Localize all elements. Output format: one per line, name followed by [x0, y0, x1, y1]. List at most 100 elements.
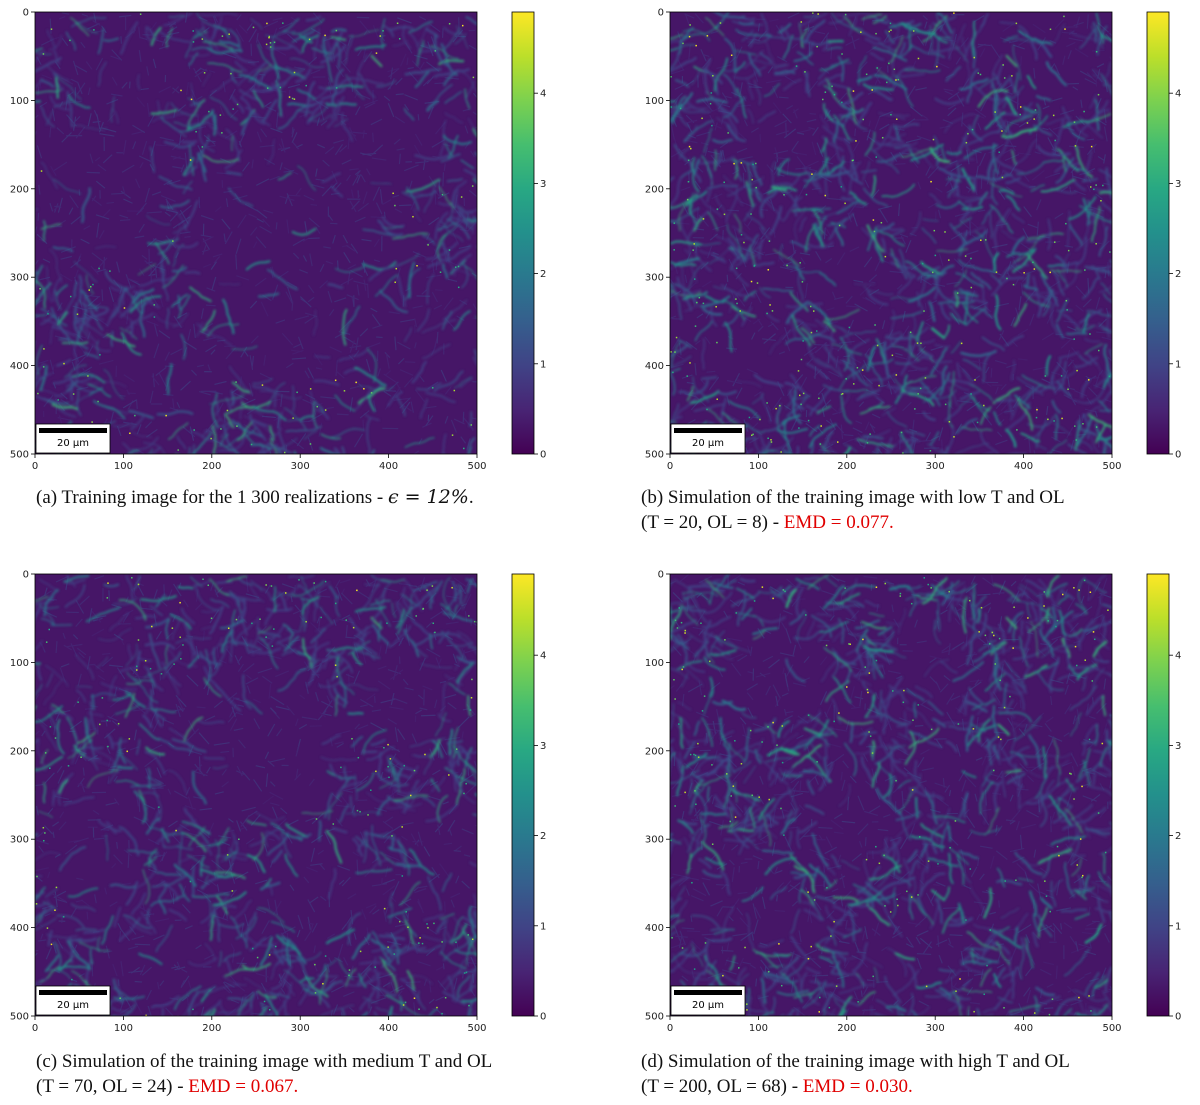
x-tick-label: 0 [667, 1023, 673, 1034]
y-tick-label: 200 [645, 746, 664, 757]
heatmap-walls [670, 12, 1112, 454]
y-tick-label: 100 [10, 658, 29, 669]
plot-frame [669, 11, 1113, 455]
x-tick-label: 100 [749, 461, 768, 472]
y-tick-label: 0 [658, 8, 664, 19]
heatmap-speckles [670, 577, 1109, 1016]
x-tick-label: 500 [1102, 461, 1121, 472]
x-tick-label: 300 [926, 1023, 945, 1034]
y-tick-label: 200 [645, 184, 664, 195]
y-tick-label: 0 [23, 570, 29, 581]
heatmap-background [35, 12, 477, 454]
colorbar-tick-label: 4 [540, 89, 546, 100]
y-tick-label: 500 [10, 450, 29, 461]
colorbar-tick-label: 1 [1175, 921, 1181, 932]
y-tick-label: 500 [645, 1012, 664, 1023]
caption-c-line2: (T = 70, OL = 24) - [36, 1076, 189, 1097]
colorbar-tick-label: 3 [1175, 179, 1181, 190]
colorbar-tick-label: 2 [1175, 269, 1181, 280]
x-tick-label: 100 [749, 1023, 768, 1034]
scale-bar: 20 µm [670, 423, 746, 454]
panel-c: 0 100 200 300 400 500 0 100 200 300 400 500 20 µm 0 1 2… [0, 562, 600, 1105]
x-tick-label: 200 [202, 1023, 221, 1034]
colorbar-tick-label: 2 [1175, 831, 1181, 842]
x-tick-label: 300 [291, 1023, 310, 1034]
heatmap-background [670, 12, 1112, 454]
caption-c-emd: EMD = 0.067. [188, 1076, 299, 1097]
scale-bar-label: 20 µm [57, 438, 89, 449]
x-tick-label: 500 [1102, 1023, 1121, 1034]
caption-d: (d) Simulation of the training image wit… [641, 1049, 1070, 1099]
scale-bar: 20 µm [35, 423, 111, 454]
colorbar-tick-label: 0 [1175, 1012, 1181, 1023]
heatmap-structure [670, 574, 1112, 1016]
plot-frame [669, 573, 1113, 1017]
caption-a-math: ϵ = 12% [387, 486, 469, 508]
heatmap-walls [35, 12, 477, 454]
y-tick-label: 300 [645, 273, 664, 284]
y-tick-label: 500 [645, 450, 664, 461]
scale-bar-label: 20 µm [692, 438, 724, 449]
colorbar-tick-label: 1 [1175, 359, 1181, 370]
y-tick-label: 0 [23, 8, 29, 19]
heatmap-structure [670, 12, 1112, 454]
heatmap-speckles [35, 576, 477, 1016]
caption-b-line1: (b) Simulation of the training image wit… [641, 487, 1065, 508]
x-tick-label: 200 [202, 461, 221, 472]
caption-b-emd: EMD = 0.077. [783, 512, 894, 533]
caption-b: (b) Simulation of the training image wit… [641, 485, 1065, 535]
x-tick-label: 500 [467, 1023, 486, 1034]
colorbar-tick-label: 4 [1175, 651, 1181, 662]
x-tick-label: 100 [114, 1023, 133, 1034]
caption-b-line2: (T = 20, OL = 8) - [641, 512, 784, 533]
colorbar-tick-label: 3 [540, 179, 546, 190]
x-tick-label: 400 [379, 1023, 398, 1034]
panel-a: 0 100 200 300 400 500 0 100 200 300 400 500 20 µm 0 1 2… [0, 0, 600, 545]
scale-bar: 20 µm [35, 985, 111, 1016]
heatmap-texture [670, 12, 1112, 454]
x-tick-label: 500 [467, 461, 486, 472]
caption-a-suffix: . [468, 487, 474, 508]
x-tick-label: 0 [32, 461, 38, 472]
y-tick-label: 100 [645, 96, 664, 107]
caption-c: (c) Simulation of the training image wit… [36, 1049, 492, 1099]
caption-a: (a) Training image for the 1 300 realiza… [36, 485, 474, 510]
y-tick-label: 400 [10, 361, 29, 372]
scale-bar-line [39, 428, 107, 433]
heatmap-structure [35, 574, 477, 1016]
caption-a-prefix: (a) Training image for the 1 300 realiza… [36, 487, 388, 508]
colorbar-tick-label: 4 [1175, 89, 1181, 100]
x-tick-label: 300 [291, 461, 310, 472]
colorbar [1146, 11, 1170, 455]
y-tick-label: 300 [645, 835, 664, 846]
colorbar [1146, 573, 1170, 1017]
scale-bar-label: 20 µm [57, 1000, 89, 1011]
scale-bar-line [674, 990, 742, 995]
y-tick-label: 400 [645, 361, 664, 372]
caption-d-emd: EMD = 0.030. [802, 1076, 913, 1097]
x-tick-label: 300 [926, 461, 945, 472]
heatmap-texture [35, 575, 477, 1016]
y-tick-label: 100 [10, 96, 29, 107]
scale-bar: 20 µm [670, 985, 746, 1016]
x-tick-label: 200 [837, 461, 856, 472]
scale-bar-label: 20 µm [692, 1000, 724, 1011]
x-tick-label: 0 [667, 461, 673, 472]
plot-frame [34, 11, 478, 455]
colorbar-tick-label: 2 [540, 269, 546, 280]
y-tick-label: 100 [645, 658, 664, 669]
y-tick-label: 200 [10, 746, 29, 757]
colorbar-tick-label: 2 [540, 831, 546, 842]
x-tick-label: 400 [379, 461, 398, 472]
colorbar-tick-label: 3 [540, 741, 546, 752]
colorbar-tick-label: 3 [1175, 741, 1181, 752]
colorbar-tick-label: 4 [540, 651, 546, 662]
colorbar-tick-label: 1 [540, 921, 546, 932]
plot-frame [34, 573, 478, 1017]
scale-bar-line [674, 428, 742, 433]
y-tick-label: 300 [10, 835, 29, 846]
